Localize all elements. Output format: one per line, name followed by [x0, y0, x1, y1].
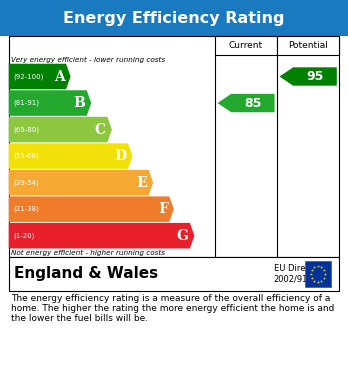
Polygon shape — [9, 223, 195, 248]
Text: Very energy efficient - lower running costs: Very energy efficient - lower running co… — [11, 57, 166, 63]
Text: Energy Efficiency Rating: Energy Efficiency Rating — [63, 11, 285, 26]
Text: (69-80): (69-80) — [13, 126, 39, 133]
Text: EU Directive
2002/91/EC: EU Directive 2002/91/EC — [274, 264, 325, 283]
Text: The energy efficiency rating is a measure of the overall efficiency of a home. T: The energy efficiency rating is a measur… — [11, 294, 335, 323]
Polygon shape — [9, 196, 174, 222]
Polygon shape — [9, 64, 71, 89]
Bar — [305, 261, 331, 287]
Bar — [277, 36, 339, 55]
Text: B: B — [73, 96, 85, 110]
Text: (55-68): (55-68) — [13, 153, 39, 160]
Text: G: G — [177, 229, 189, 243]
Polygon shape — [9, 170, 153, 196]
Bar — [215, 36, 277, 55]
Text: C: C — [95, 122, 106, 136]
Polygon shape — [9, 117, 112, 142]
Text: Current: Current — [229, 41, 263, 50]
Text: E: E — [137, 176, 147, 190]
Bar — [0, 0, 348, 36]
Text: 95: 95 — [306, 70, 324, 83]
Bar — [9, 36, 339, 257]
Text: Potential: Potential — [288, 41, 328, 50]
Text: D: D — [114, 149, 127, 163]
Text: (39-54): (39-54) — [13, 179, 39, 186]
Polygon shape — [9, 90, 91, 116]
Text: (1-20): (1-20) — [13, 233, 34, 239]
Polygon shape — [279, 67, 337, 86]
Text: England & Wales: England & Wales — [14, 266, 158, 282]
Bar — [9, 257, 339, 291]
Polygon shape — [218, 94, 275, 112]
Text: A: A — [54, 70, 65, 84]
Text: F: F — [158, 202, 168, 216]
Text: (92-100): (92-100) — [13, 73, 43, 80]
Text: (21-38): (21-38) — [13, 206, 39, 212]
Text: (81-91): (81-91) — [13, 100, 39, 106]
Text: 85: 85 — [244, 97, 262, 109]
Text: Not energy efficient - higher running costs: Not energy efficient - higher running co… — [11, 249, 166, 256]
Polygon shape — [9, 143, 133, 169]
